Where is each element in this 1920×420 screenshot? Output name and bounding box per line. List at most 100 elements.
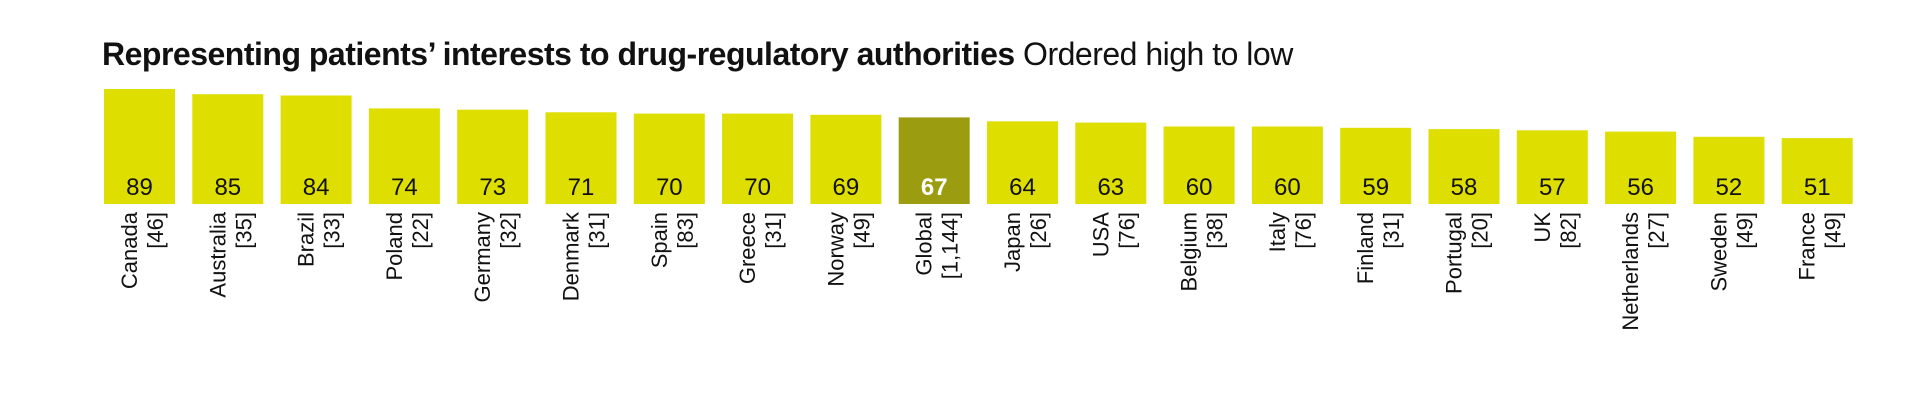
category-label-australia: Australia [35] [205,211,256,297]
value-label-netherlands: 56 [1627,174,1654,201]
bar-portugal [1428,129,1500,204]
value-label-norway: 69 [833,174,860,201]
category-count-netherlands: [27] [1644,212,1669,249]
category-label-belgium: Belgium [38] [1177,212,1228,291]
category-label-global: Global [1,144] [912,212,963,279]
category-count-italy: [76] [1291,212,1316,249]
category-name-canada: Canada [117,211,142,289]
category-count-brazil: [33] [320,212,345,249]
category-name-belgium: Belgium [1177,212,1202,291]
bar-japan [987,121,1058,204]
value-label-portugal: 58 [1451,174,1478,201]
category-name-poland: Poland [382,212,407,281]
value-label-global: 67 [921,174,948,201]
category-count-belgium: [38] [1203,212,1228,249]
category-name-france: France [1795,212,1820,280]
category-name-denmark: Denmark [559,211,584,301]
value-label-brazil: 84 [303,174,330,201]
value-label-finland: 59 [1362,174,1389,201]
category-label-italy: Italy [76] [1265,212,1316,252]
bar-italy [1251,126,1323,204]
value-label-france: 51 [1804,174,1831,201]
category-name-brazil: Brazil [294,212,319,267]
bar-spain [633,113,705,204]
chart-title-line: Representing patients’ interests to drug… [102,36,1293,73]
category-count-uk: [82] [1556,212,1581,249]
category-count-portugal: [20] [1468,212,1493,249]
bar-canada [104,89,175,204]
category-label-canada: Canada [46] [117,211,168,289]
category-name-norway: Norway [823,212,848,287]
category-count-norway: [49] [849,212,874,249]
category-count-france: [49] [1821,212,1846,249]
bar-france [1781,138,1853,204]
value-label-uk: 57 [1539,174,1566,201]
category-label-japan: Japan [26] [1000,212,1051,272]
value-label-denmark: 71 [568,174,595,201]
category-name-uk: UK [1530,212,1555,243]
category-label-greece: Greece [31] [735,212,786,284]
category-label-denmark: Denmark [31] [559,211,610,301]
category-count-finland: [31] [1379,212,1404,249]
bar-finland [1340,127,1412,204]
category-label-germany: Germany [32] [470,212,521,302]
category-count-usa: [76] [1114,212,1139,249]
value-label-japan: 64 [1009,174,1036,201]
category-count-spain: [83] [673,212,698,249]
category-name-finland: Finland [1353,212,1378,284]
category-count-australia: [35] [231,212,256,249]
category-label-sweden: Sweden [49] [1706,212,1757,292]
bar-usa [1075,122,1147,204]
bar-greece [722,113,794,204]
chart-title: Representing patients’ interests to drug… [102,36,1015,72]
value-label-canada: 89 [126,174,153,201]
value-label-greece: 70 [744,174,771,201]
value-label-sweden: 52 [1716,174,1743,201]
category-count-denmark: [31] [585,212,610,249]
category-name-italy: Italy [1265,212,1290,252]
category-label-netherlands: Netherlands [27] [1618,212,1669,331]
category-label-poland: Poland [22] [382,212,433,281]
category-name-spain: Spain [647,212,672,268]
category-label-finland: Finland [31] [1353,212,1404,284]
category-name-greece: Greece [735,212,760,284]
category-count-canada: [46] [143,212,168,249]
category-name-usa: USA [1088,212,1113,258]
bar-uk [1516,130,1588,204]
bar-sweden [1693,136,1765,204]
value-label-usa: 63 [1097,174,1124,201]
category-name-global: Global [912,212,937,276]
category-label-portugal: Portugal [20] [1442,212,1493,294]
chart-subtitle: Ordered high to low [1023,36,1293,72]
category-label-spain: Spain [83] [647,212,698,268]
category-name-sweden: Sweden [1706,212,1731,292]
bar-netherlands [1605,131,1677,204]
category-count-sweden: [49] [1732,212,1757,249]
category-name-japan: Japan [1000,212,1025,272]
category-label-norway: Norway [49] [823,212,874,287]
value-label-italy: 60 [1274,174,1301,201]
category-name-portugal: Portugal [1442,212,1467,294]
value-label-australia: 85 [214,174,241,201]
value-label-spain: 70 [656,174,683,201]
bar-norway [810,114,882,204]
value-label-poland: 74 [391,174,418,201]
category-count-global: [1,144] [938,212,963,279]
bar-brazil [280,95,352,204]
category-name-netherlands: Netherlands [1618,212,1643,331]
category-count-germany: [32] [496,212,521,249]
bar-belgium [1163,126,1235,204]
bar-denmark [545,112,617,204]
bar-poland [368,108,440,204]
category-label-usa: USA [76] [1088,212,1139,258]
category-name-germany: Germany [470,212,495,302]
bar-australia [192,94,264,204]
bar-germany [457,109,529,204]
category-label-france: France [49] [1795,212,1846,280]
category-label-brazil: Brazil [33] [294,212,345,267]
value-label-germany: 73 [479,174,506,201]
category-count-poland: [22] [408,212,433,249]
category-label-uk: UK [82] [1530,212,1581,249]
value-label-belgium: 60 [1186,174,1213,201]
